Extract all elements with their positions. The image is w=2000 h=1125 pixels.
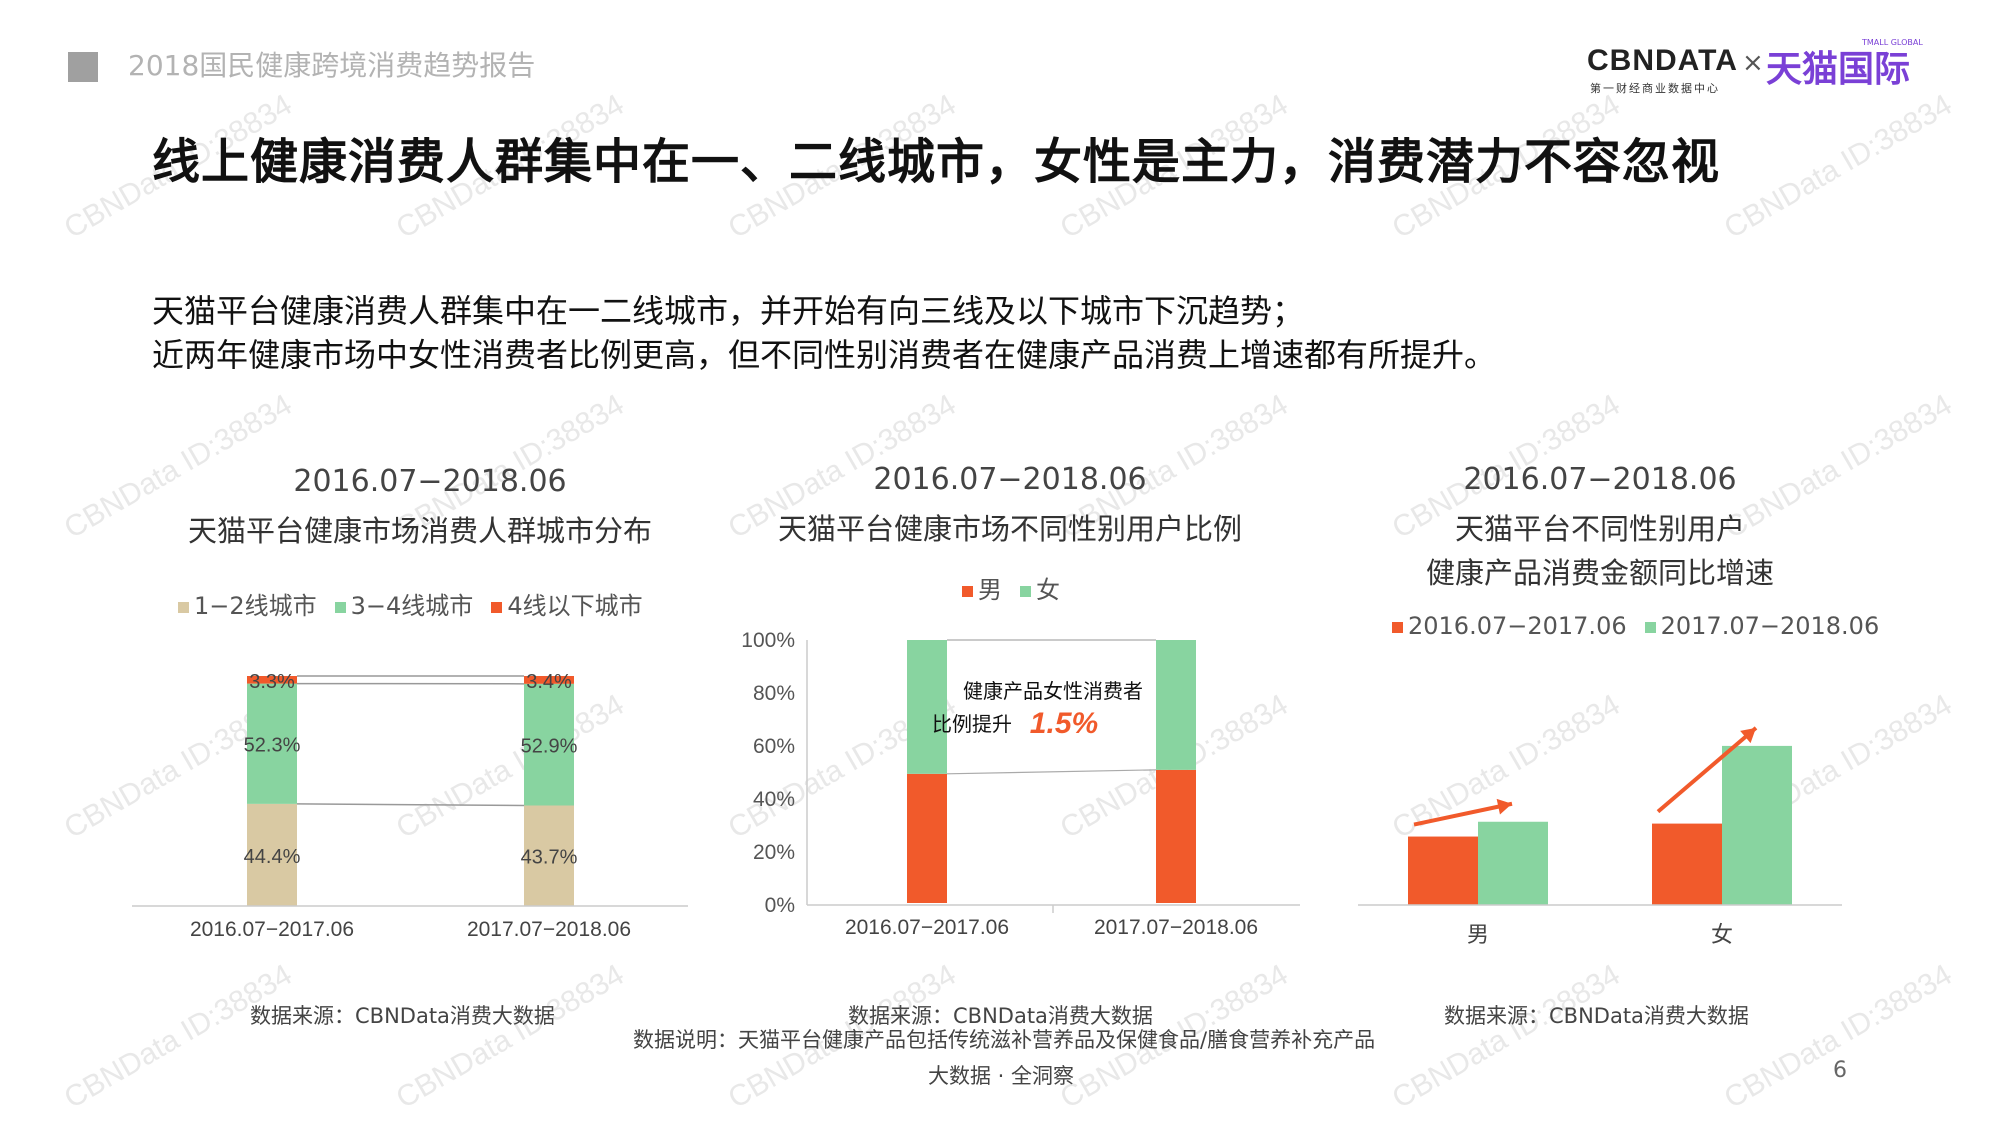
chart1-legend-item-3: 4线以下城市 [491, 586, 643, 621]
chart1-data-label: 52.3% [244, 735, 301, 757]
header-square [68, 52, 98, 82]
chart2-y-tick-label: 100% [741, 629, 795, 652]
tmall-global-logo-subtitle: TMALL GLOBAL [1862, 38, 1923, 47]
chart2-y-tick-label: 0% [765, 894, 795, 917]
chart1-connector-line [296, 803, 525, 807]
chart2-bar-segment [907, 640, 947, 774]
chart1-city-distribution: 44.4% 52.3% 3.3% 2016.07−2017.06 43.7% 52.9% 3… [132, 671, 688, 941]
chart1-bar-segment [247, 676, 297, 684]
chart1-x-tick-label: 2016.07−2017.06 [190, 918, 354, 941]
chart3-source: 数据来源：CBNData消费大数据 [1444, 1004, 1749, 1028]
chart3-growth-arrowhead [1740, 727, 1756, 744]
chart2-bar-segment [907, 773, 947, 903]
description-line-2: 近两年健康市场中女性消费者比例更高，但不同性别消费者在健康产品消费上增速都有所提… [152, 336, 1497, 374]
page-number: 6 [1833, 1058, 1847, 1083]
chart1-title: 天猫平台健康市场消费人群城市分布 [187, 514, 652, 548]
chart3-growth-arrow [1656, 726, 1758, 814]
chart2-y-tick-label: 40% [753, 788, 795, 811]
chart3-growth-arrowhead [1496, 798, 1512, 815]
watermark-text: CBNData ID:38834 [1718, 958, 1958, 1116]
chart1-data-label: 3.3% [249, 671, 295, 693]
chart2-y-tick-label: 20% [753, 841, 795, 864]
chart3-bar [1478, 821, 1548, 905]
chart2-y-tick-label: 60% [753, 735, 795, 758]
watermark-text: CBNData ID:38834 [390, 958, 630, 1116]
chart3-bar [1408, 836, 1478, 905]
chart1-legend-item-1: 1−2线城市 [178, 586, 317, 621]
chart1-legend: 1−2线城市 3−4线城市 4线以下城市 [178, 586, 643, 621]
chart3-legend: 2016.07−2017.06 2017.07−2018.06 [1392, 612, 1879, 640]
main-title: 线上健康消费人群集中在一、二线城市，女性是主力，消费潜力不容忽视 [152, 134, 1721, 190]
cbndata-logo: CBNDATA [1587, 44, 1738, 77]
chart3-x-tick-label: 女 [1711, 922, 1733, 947]
chart1-bar-segment [247, 683, 297, 804]
tmall-global-logo: 天猫国际 [1766, 49, 1911, 90]
cbndata-logo-subtitle: 第一财经商业数据中心 [1590, 82, 1720, 95]
chart2-bar-segment [1156, 769, 1196, 903]
watermark-text: CBNData ID:38834 [1718, 88, 1958, 246]
chart2-period: 2016.07−2018.06 [873, 462, 1147, 497]
chart1-bar-segment [247, 803, 297, 906]
chart3-legend-item-1: 2016.07−2017.06 [1392, 612, 1627, 640]
description-line-1: 天猫平台健康消费人群集中在一二线城市，并开始有向三线及以下城市下沉趋势； [152, 292, 1305, 330]
watermark-text: CBNData ID:38834 [1386, 958, 1626, 1116]
chart1-bar-segment [524, 805, 574, 906]
chart3-growth-arrow [1413, 801, 1513, 827]
chart3-title-line-2: 健康产品消费金额同比增速 [1425, 556, 1774, 590]
chart3-title-line-1: 天猫平台不同性别用户 [1454, 512, 1745, 546]
logo-separator: × [1742, 48, 1764, 78]
chart2-x-tick-label: 2016.07−2017.06 [845, 916, 1009, 939]
chart1-x-tick-label: 2017.07−2018.06 [467, 918, 631, 941]
report-title: 2018国民健康跨境消费趋势报告 [128, 49, 536, 82]
chart2-connector-line [946, 769, 1157, 775]
chart1-data-label: 44.4% [244, 846, 301, 868]
chart2-source: 数据来源：CBNData消费大数据 [848, 1004, 1153, 1028]
chart1-period: 2016.07−2018.06 [293, 464, 567, 499]
chart2-y-tick-label: 80% [753, 682, 795, 705]
chart1-source: 数据来源：CBNData消费大数据 [250, 1004, 555, 1028]
watermark-text: CBNData ID:38834 [58, 958, 298, 1116]
chart3-x-tick-label: 男 [1467, 922, 1489, 947]
chart3-bar [1652, 823, 1722, 905]
chart2-note: 数据说明：天猫平台健康产品包括传统滋补营养品及保健食品/膳食营养补充产品 [633, 1028, 1376, 1052]
chart2-title: 天猫平台健康市场不同性别用户比例 [777, 512, 1242, 546]
chart2-legend-item-2: 女 [1020, 570, 1060, 605]
chart2-annotation-line-1: 健康产品女性消费者 [963, 680, 1143, 703]
chart2-bar-segment [1156, 640, 1196, 770]
chart3-growth-rate: 男女 [1358, 726, 1842, 947]
chart3-legend-item-2: 2017.07−2018.06 [1644, 612, 1879, 640]
chart1-bar-segment [524, 683, 574, 806]
chart1-bar-segment [524, 676, 574, 684]
chart2-annotation-line-2: 比例提升 [932, 713, 1012, 736]
chart2-legend: 男 女 [962, 570, 1060, 605]
chart3-period: 2016.07−2018.06 [1463, 462, 1737, 497]
chart2-gender-ratio: 0% 20% 40% 60% 80% 100% 2016.07−2017.06 2017.07… [741, 629, 1300, 939]
chart1-legend-item-2: 3−4线城市 [334, 586, 473, 621]
footer-tagline: 大数据 · 全洞察 [928, 1064, 1075, 1088]
chart2-legend-item-1: 男 [962, 570, 1002, 605]
chart2-x-tick-label: 2017.07−2018.06 [1094, 916, 1258, 939]
chart1-data-label: 3.4% [526, 671, 572, 693]
chart1-data-label: 43.7% [521, 847, 578, 869]
chart2-annotation-value: 1.5% [1030, 707, 1098, 740]
chart1-data-label: 52.9% [521, 736, 578, 758]
chart3-bar [1722, 745, 1792, 905]
